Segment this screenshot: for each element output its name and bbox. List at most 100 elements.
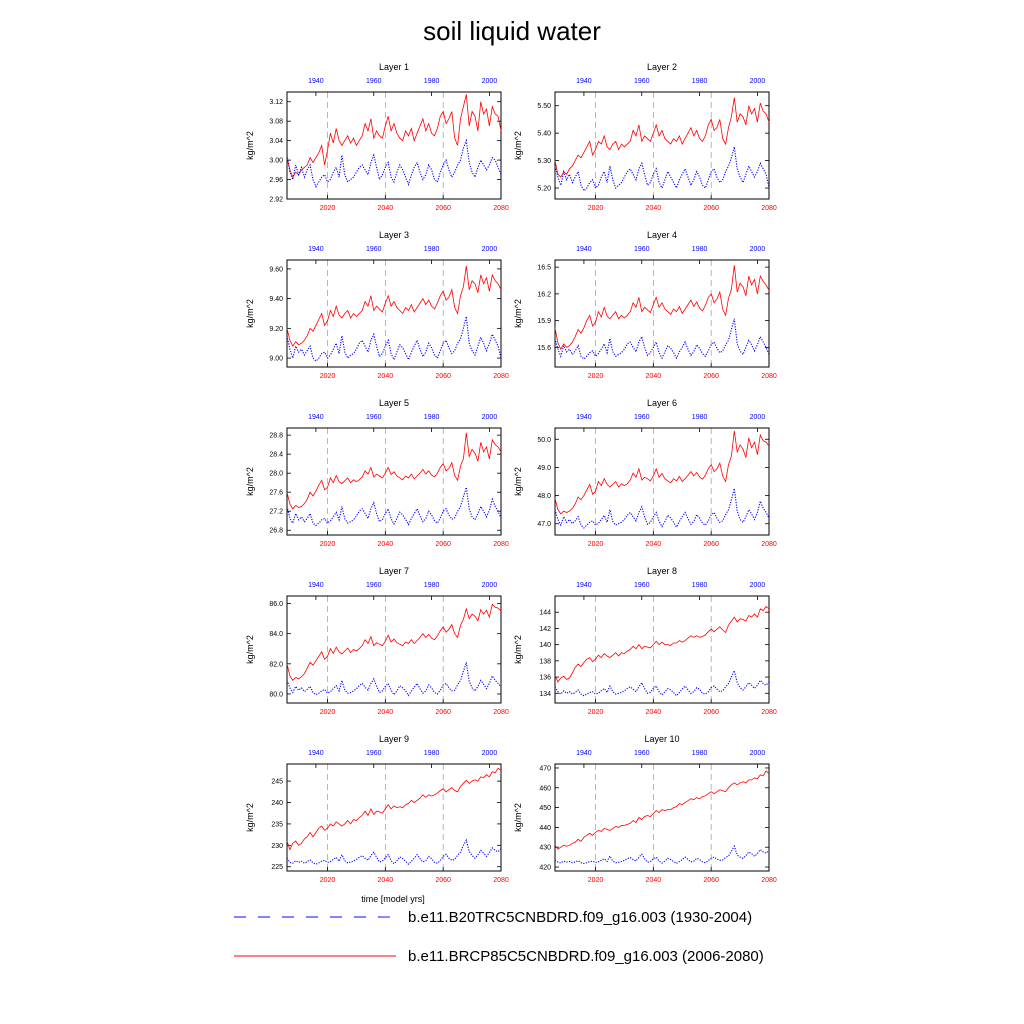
x-tick-label-top: 1980 [692,750,708,757]
y-tick-label: 15.9 [537,318,551,325]
panel-title: Layer 8 [647,566,677,576]
y-tick-label: 5.30 [537,158,551,165]
x-tick-label-bottom: 2040 [646,709,662,716]
y-tick-label: 2.92 [269,197,283,204]
x-tick-label-top: 2000 [750,414,766,421]
y-tick-label: 142 [539,626,551,633]
panel-title: Layer 2 [647,62,677,72]
x-tick-label-top: 1940 [308,750,324,757]
x-tick-label-bottom: 2040 [646,541,662,548]
y-tick-label: 28.4 [269,452,283,459]
y-tick-label: 440 [539,825,551,832]
y-tick-label: 86.0 [269,601,283,608]
x-tick-label-top: 1940 [576,414,592,421]
x-tick-label-top: 1940 [308,414,324,421]
panel-9: Layer 9 kg/m^2 225 230 235 240 245 2020 2040 2060… [245,734,509,884]
x-tick-label-top: 2000 [750,582,766,589]
y-axis-label: kg/m^2 [513,131,523,160]
x-tick-label-bottom: 2040 [646,205,662,212]
y-tick-label: 420 [539,865,551,872]
x-tick-label-bottom: 2060 [703,373,719,380]
x-tick-label-top: 1960 [634,750,650,757]
series-historical-line [554,146,770,192]
legend: b.e11.B20TRC5CNBDRD.f09_g16.003 (1930-20… [234,909,764,965]
panel-2: Layer 2 kg/m^2 5.20 5.30 5.40 5.50 2020 2040 206… [513,62,777,212]
y-tick-label: 5.50 [537,103,551,110]
x-tick-label-top: 1960 [366,750,382,757]
y-axis-label: kg/m^2 [245,131,255,160]
x-tick-label-top: 2000 [750,78,766,85]
x-tick-label-bottom: 2080 [761,877,777,884]
y-tick-label: 235 [271,821,283,828]
x-tick-label-top: 1940 [308,78,324,85]
y-tick-label: 470 [539,765,551,772]
y-tick-label: 230 [271,843,283,850]
x-tick-label-bottom: 2080 [761,541,777,548]
y-tick-label: 136 [539,675,551,682]
x-tick-label-top: 1980 [692,414,708,421]
x-tick-label-bottom: 2020 [588,709,604,716]
panel-4: Layer 4 kg/m^2 15.6 15.9 16.2 16.5 2020 2040 206… [513,230,777,380]
plot-frame [554,763,770,872]
x-tick-label-bottom: 2080 [761,373,777,380]
y-tick-label: 9.00 [269,356,283,363]
panel-title: Layer 9 [379,734,409,744]
panel-title: Layer 7 [379,566,409,576]
x-tick-label-top: 1940 [576,246,592,253]
y-tick-label: 3.08 [269,119,283,126]
x-tick-label-bottom: 2020 [320,541,336,548]
x-tick-label-bottom: 2040 [646,373,662,380]
y-axis-label: kg/m^2 [513,467,523,496]
y-axis-label: kg/m^2 [513,803,523,832]
panel-title: Layer 5 [379,398,409,408]
series-historical-line [554,318,770,360]
x-tick-label-bottom: 2020 [320,373,336,380]
x-tick-label-top: 1940 [576,750,592,757]
y-tick-label: 140 [539,642,551,649]
y-tick-label: 430 [539,845,551,852]
y-axis-label: kg/m^2 [245,635,255,664]
legend-future-label: b.e11.BRCP85C5CNBDRD.f09_g16.003 (2006-2… [408,948,764,965]
series-future-line [554,97,770,178]
y-tick-label: 144 [539,610,551,617]
x-tick-label-top: 1980 [692,582,708,589]
plot-frame [286,427,502,536]
y-axis-label: kg/m^2 [245,803,255,832]
x-tick-label-top: 2000 [482,78,498,85]
series-historical-line [286,838,502,865]
x-axis-label: time [model yrs] [361,894,425,904]
plot-frame [554,259,770,368]
series-historical-line [554,844,770,865]
x-tick-label-bottom: 2060 [435,373,451,380]
x-tick-label-top: 1960 [634,414,650,421]
panel-1: Layer 1 kg/m^2 2.92 2.96 3.00 3.04 3.08 3.12 202… [245,62,509,212]
x-tick-label-bottom: 2040 [378,373,394,380]
y-tick-label: 3.04 [269,138,283,145]
y-tick-label: 240 [271,800,283,807]
y-axis-label: kg/m^2 [245,467,255,496]
series-historical-line [554,668,770,697]
x-tick-label-top: 1940 [576,78,592,85]
x-tick-label-bottom: 2080 [761,709,777,716]
y-tick-label: 460 [539,785,551,792]
x-tick-label-bottom: 2020 [320,709,336,716]
x-tick-label-top: 1980 [424,78,440,85]
x-tick-label-top: 1940 [576,582,592,589]
x-tick-label-top: 1960 [366,78,382,85]
x-tick-label-top: 1980 [424,750,440,757]
x-tick-label-bottom: 2060 [703,205,719,212]
plot-frame [554,595,770,704]
y-tick-label: 2.96 [269,177,283,184]
series-future-line [286,432,502,510]
y-tick-label: 15.6 [537,345,551,352]
y-tick-label: 48.0 [537,493,551,500]
panel-title: Layer 10 [644,734,679,744]
x-tick-label-bottom: 2020 [588,205,604,212]
y-tick-label: 245 [271,779,283,786]
x-tick-label-top: 1960 [634,78,650,85]
x-tick-label-bottom: 2060 [435,541,451,548]
y-axis-label: kg/m^2 [513,299,523,328]
x-tick-label-bottom: 2080 [761,205,777,212]
x-tick-label-bottom: 2060 [703,709,719,716]
